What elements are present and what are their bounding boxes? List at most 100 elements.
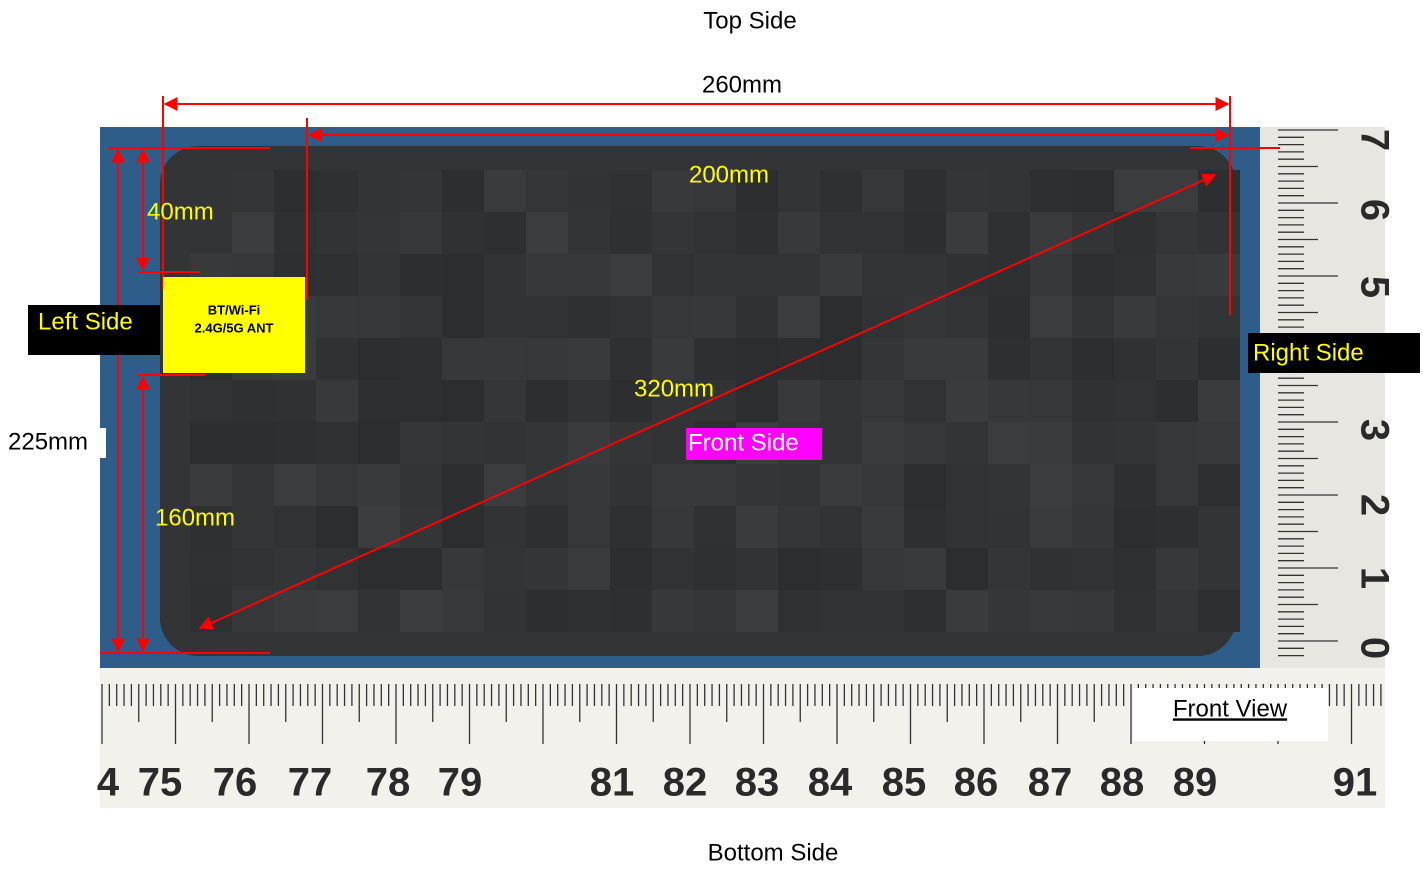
texture-block — [904, 548, 946, 590]
texture-block — [442, 380, 484, 422]
texture-block — [1156, 548, 1198, 590]
ruler-number: 7 — [1352, 129, 1396, 151]
texture-block — [526, 422, 568, 464]
texture-block — [946, 464, 988, 506]
texture-block — [232, 422, 274, 464]
ruler-number: 75 — [138, 761, 183, 805]
texture-block — [778, 254, 820, 296]
texture-block — [1198, 506, 1240, 548]
top-label: Top Side — [703, 7, 796, 34]
ruler-number: 83 — [735, 761, 780, 805]
texture-block — [946, 212, 988, 254]
texture-block — [988, 296, 1030, 338]
texture-block — [988, 338, 1030, 380]
texture-block — [1114, 422, 1156, 464]
texture-block — [484, 170, 526, 212]
texture-block — [568, 548, 610, 590]
texture-block — [400, 296, 442, 338]
texture-block — [652, 212, 694, 254]
texture-block — [442, 338, 484, 380]
ruler-number: 78 — [366, 761, 411, 805]
texture-block — [526, 506, 568, 548]
texture-block — [1030, 254, 1072, 296]
texture-block — [1198, 338, 1240, 380]
texture-block — [526, 548, 568, 590]
ruler-number: 4 — [97, 761, 120, 805]
texture-block — [610, 254, 652, 296]
width-label: 260mm — [702, 71, 782, 98]
texture-block — [400, 212, 442, 254]
texture-block — [316, 212, 358, 254]
texture-block — [442, 548, 484, 590]
texture-block — [400, 338, 442, 380]
texture-block — [358, 254, 400, 296]
texture-block — [610, 506, 652, 548]
texture-block — [694, 254, 736, 296]
texture-block — [988, 170, 1030, 212]
dimension-lines — [100, 96, 1280, 654]
texture-block — [568, 170, 610, 212]
texture-block — [694, 506, 736, 548]
texture-block — [1198, 212, 1240, 254]
texture-block — [862, 170, 904, 212]
diagonal-label: 320mm — [634, 375, 714, 402]
ruler-number: 89 — [1173, 761, 1218, 805]
ruler-number: 3 — [1352, 419, 1396, 441]
texture-block — [274, 590, 316, 632]
ruler-number: 81 — [590, 761, 635, 805]
ruler-number: 79 — [438, 761, 483, 805]
texture-block — [778, 296, 820, 338]
texture-block — [904, 338, 946, 380]
texture-block — [862, 506, 904, 548]
ruler-number: 1 — [1352, 567, 1396, 589]
ruler-number: 85 — [882, 761, 927, 805]
span-label: 200mm — [689, 161, 769, 188]
texture-block — [820, 338, 862, 380]
texture-block — [1072, 338, 1114, 380]
texture-block — [358, 422, 400, 464]
ruler-number: 91 — [1333, 761, 1378, 805]
texture-block — [946, 422, 988, 464]
texture-block — [1156, 590, 1198, 632]
texture-block — [1072, 254, 1114, 296]
texture-block — [736, 590, 778, 632]
texture-block — [988, 548, 1030, 590]
texture-block — [904, 296, 946, 338]
texture-block — [316, 422, 358, 464]
texture-block — [904, 254, 946, 296]
texture-block — [400, 464, 442, 506]
texture-block — [946, 548, 988, 590]
texture-block — [862, 548, 904, 590]
texture-block — [442, 170, 484, 212]
texture-block — [442, 464, 484, 506]
texture-block — [274, 506, 316, 548]
texture-block — [1156, 422, 1198, 464]
texture-block — [1072, 506, 1114, 548]
texture-block — [736, 464, 778, 506]
antenna-box — [163, 277, 305, 373]
texture-block — [736, 254, 778, 296]
texture-block — [694, 212, 736, 254]
texture-block — [610, 548, 652, 590]
texture-block — [862, 254, 904, 296]
texture-block — [484, 212, 526, 254]
texture-block — [904, 590, 946, 632]
texture-block — [568, 254, 610, 296]
texture-block — [568, 212, 610, 254]
texture-block — [1030, 422, 1072, 464]
texture-block — [820, 464, 862, 506]
texture-block — [274, 170, 316, 212]
texture-block — [904, 170, 946, 212]
texture-block — [1072, 548, 1114, 590]
texture-block — [1156, 464, 1198, 506]
texture-block — [778, 380, 820, 422]
texture-block — [862, 464, 904, 506]
texture-block — [1114, 548, 1156, 590]
texture-block — [442, 212, 484, 254]
antenna-line2: 2.4G/5G ANT — [195, 320, 274, 335]
texture-block — [1114, 254, 1156, 296]
texture-block — [274, 380, 316, 422]
texture-block — [274, 548, 316, 590]
